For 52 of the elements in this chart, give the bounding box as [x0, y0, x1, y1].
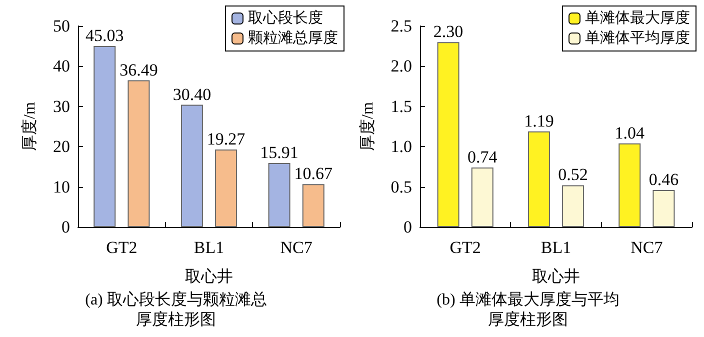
- legend-label: 单滩体最大厚度: [585, 10, 690, 26]
- y-tick-label: 10: [53, 177, 70, 196]
- bar: [652, 190, 675, 227]
- bar: [180, 104, 203, 227]
- text: 15.91: [260, 143, 298, 162]
- text: 45.03: [85, 26, 124, 45]
- text: 0.52: [558, 165, 588, 184]
- y-tick-label: 0: [62, 218, 70, 236]
- bar: [302, 184, 324, 227]
- y-tick-label: 30: [53, 96, 70, 116]
- bar: [268, 163, 290, 227]
- y-tick-label: 20: [53, 137, 70, 156]
- y-tick-label: 0: [404, 218, 412, 236]
- bar: [437, 42, 460, 227]
- text: 1.19: [524, 111, 554, 130]
- y-tick-label: 2.0: [390, 56, 412, 76]
- bar: [128, 80, 150, 227]
- y-axis-title: 厚度/m: [20, 102, 38, 151]
- y-tick-label: 1.5: [390, 96, 412, 116]
- text: 0.46: [648, 170, 679, 190]
- text: 2.30: [433, 22, 464, 42]
- y-tick-label: 1.0: [390, 137, 412, 156]
- bar: [562, 185, 584, 227]
- text: 36.49: [120, 60, 158, 80]
- y-axis-title: 厚度/m: [358, 102, 376, 151]
- x-tick-label: NC7: [280, 238, 313, 257]
- x-tick-label: NC7: [630, 238, 664, 257]
- x-axis-title: 取心井: [185, 268, 233, 286]
- text: 1.04: [614, 123, 644, 142]
- bar: [471, 168, 494, 227]
- x-axis-title: 取心井: [532, 268, 580, 286]
- y-tick-label: 40: [53, 56, 70, 76]
- x-tick-label: BL1: [194, 238, 224, 257]
- bar: [528, 131, 550, 227]
- text: 30.40: [172, 84, 212, 104]
- legend-label: 取心段长度: [248, 10, 323, 26]
- text: 19.27: [206, 130, 246, 149]
- bar: [215, 150, 238, 227]
- x-tick-label: BL1: [540, 238, 572, 257]
- x-tick-label: GT2: [450, 238, 481, 257]
- text: (b) 单滩体最大厚度与平均厚度柱形图: [436, 290, 620, 328]
- legend-label: 单滩体平均厚度: [585, 30, 690, 46]
- bar: [94, 46, 116, 227]
- y-tick-label: 2.5: [390, 16, 412, 36]
- text: 10.67: [294, 164, 333, 184]
- text: (a) 取心段长度与颗粒滩总厚度柱形图: [85, 290, 267, 328]
- x-tick-label: GT2: [106, 238, 138, 257]
- y-tick-label: 50: [53, 16, 70, 36]
- y-tick-label: 0.5: [390, 177, 412, 196]
- text: 0.74: [468, 148, 498, 167]
- legend-label: 颗粒滩总厚度: [248, 30, 338, 46]
- bar: [618, 143, 641, 227]
